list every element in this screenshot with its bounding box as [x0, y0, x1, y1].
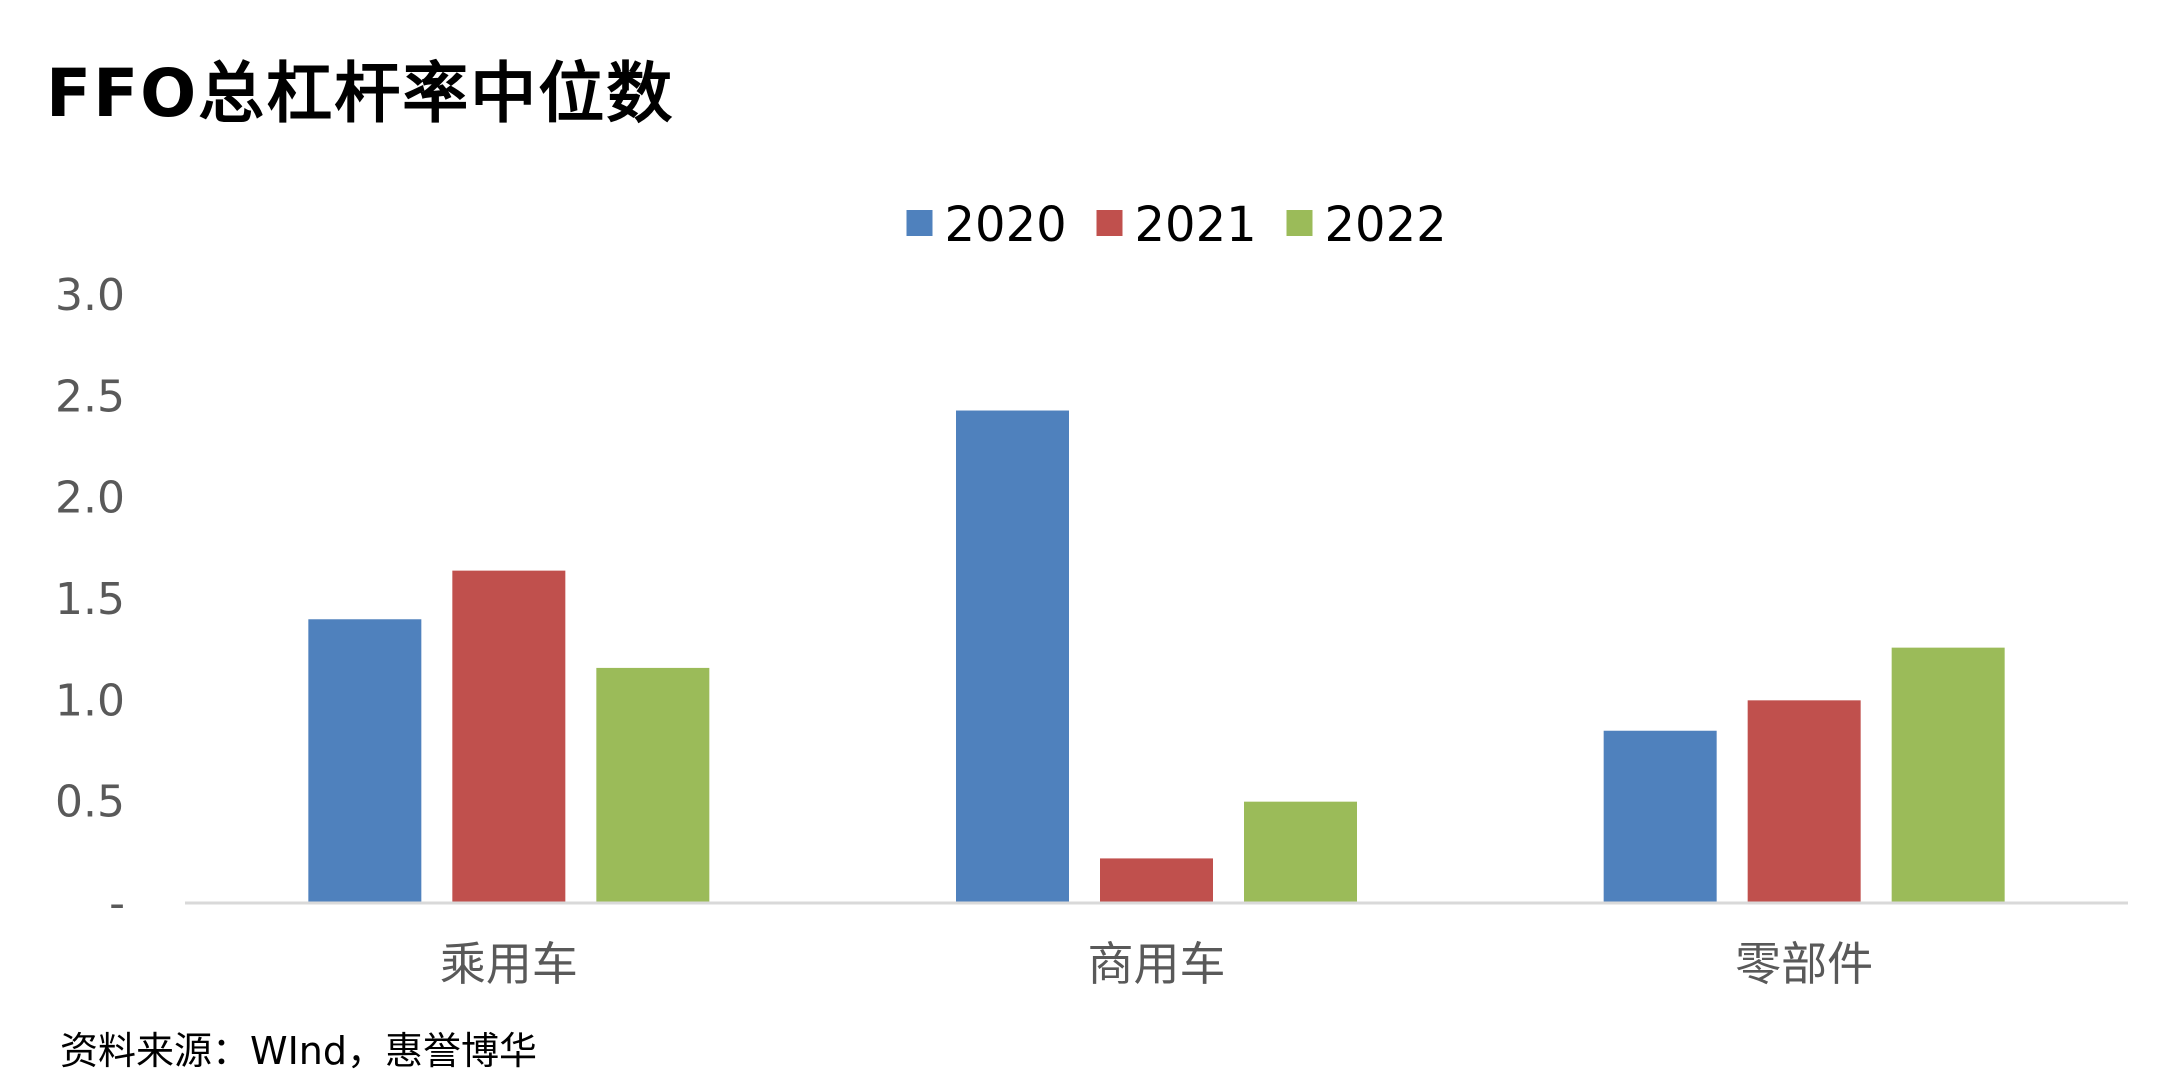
x-tick-label: 零部件 — [1735, 937, 1873, 991]
x-tick-label: 商用车 — [1088, 937, 1226, 991]
legend-label-2020: 2020 — [945, 197, 1067, 253]
source-note: 资料来源：WInd，惠誉博华 — [60, 1029, 537, 1073]
bar-2021-3 — [1747, 700, 1861, 903]
legend-label-2022: 2022 — [1325, 197, 1447, 253]
y-axis: - 0.5 1.0 1.5 2.0 2.5 3.0 — [55, 270, 125, 929]
bar-2020-2 — [956, 410, 1069, 903]
y-tick-label: 1.0 — [55, 675, 125, 726]
bar-2022-1 — [596, 667, 710, 903]
y-tick-label: 0.5 — [55, 777, 125, 828]
bar-2022-3 — [1891, 647, 2005, 903]
y-tick-label: 1.5 — [55, 574, 125, 625]
legend-swatch-2021 — [1096, 210, 1123, 236]
bar-2020-1 — [308, 619, 422, 903]
y-tick-label: 3.0 — [55, 270, 125, 321]
legend-label-2021: 2021 — [1135, 197, 1257, 253]
bar-2022-2 — [1244, 801, 1357, 903]
x-axis: 乘用车 商用车 零部件 — [440, 937, 1873, 991]
bar-2020-3 — [1603, 730, 1717, 903]
y-tick-label: - — [109, 878, 125, 929]
y-tick-label: 2.5 — [55, 371, 125, 422]
bars — [308, 410, 2005, 903]
bar-2021-2 — [1100, 858, 1213, 903]
x-tick-label: 乘用车 — [440, 937, 578, 991]
legend-swatch-2020 — [906, 210, 933, 236]
legend: 2020 2021 2022 — [906, 197, 1447, 253]
chart-title: FFO总杠杆率中位数 — [46, 55, 675, 132]
legend-swatch-2022 — [1286, 210, 1313, 236]
bar-2021-1 — [452, 570, 566, 903]
y-tick-label: 2.0 — [55, 473, 125, 524]
